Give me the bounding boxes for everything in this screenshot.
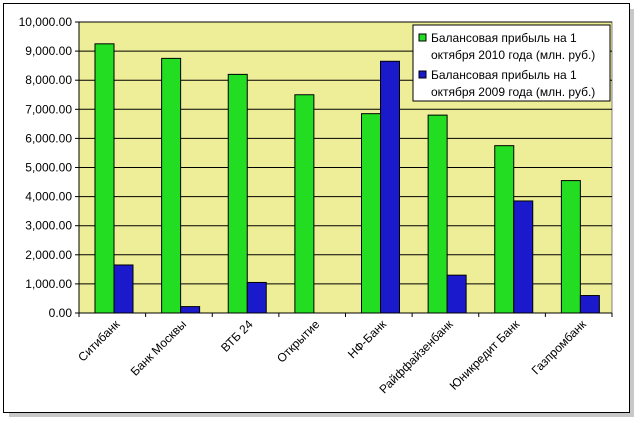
x-category-label: Юникредит Банк (447, 317, 523, 393)
y-tick-label: 0.00 (49, 306, 73, 320)
chart-frame: 0.00 1,000.00 2,000.00 3,000.00 4,000.00 5,00… (3, 3, 630, 413)
x-category-label: Банк Москвы (128, 317, 189, 378)
legend-box (412, 24, 611, 102)
legend-swatch (418, 33, 427, 42)
x-category-label: ВТБ 24 (218, 317, 256, 355)
x-category-label: Райффайзенбанк (376, 317, 456, 397)
y-tick-label: 9,000.00 (25, 44, 72, 58)
legend-label: октября 2010 года (млн. руб.) (431, 48, 595, 62)
bar-2010 (560, 180, 581, 314)
bar-2010 (427, 114, 448, 314)
bar-2010 (361, 113, 381, 314)
bar-2010 (161, 57, 182, 314)
legend-label: Балансовая прибыль на 1 (431, 31, 577, 45)
y-tick-label: 5,000.00 (25, 161, 72, 175)
x-category-label: НФ-Банк (345, 317, 390, 362)
y-tick-label: 3,000.00 (25, 219, 72, 233)
bar-2010 (94, 43, 115, 314)
bar-2009 (513, 200, 534, 314)
y-tick-label: 7,000.00 (25, 102, 72, 116)
bar-2010 (294, 94, 315, 314)
legend-swatch (418, 70, 427, 79)
y-tick-label: 2,000.00 (25, 248, 72, 262)
bar-chart: 0.00 1,000.00 2,000.00 3,000.00 4,000.00 5,00… (19, 15, 613, 397)
bar-2009 (246, 281, 267, 314)
bar-2010 (494, 145, 515, 314)
y-tick-label: 10,000.00 (19, 15, 73, 29)
bar-2009 (380, 60, 400, 314)
bar-2009 (180, 306, 201, 314)
bar-2010 (227, 73, 248, 314)
x-category-label: Газпромбанк (529, 317, 590, 378)
bar-2009 (113, 264, 134, 314)
y-tick-label: 4,000.00 (25, 190, 72, 204)
legend-label: октября 2009 года (млн. руб.) (431, 85, 595, 99)
legend-label: Балансовая прибыль на 1 (431, 68, 577, 82)
bar-2009 (446, 274, 467, 314)
x-category-label: Ситибанк (75, 317, 123, 365)
x-category-label: Открытие (274, 317, 322, 365)
y-tick-label: 8,000.00 (25, 73, 72, 87)
y-tick-label: 6,000.00 (25, 131, 72, 145)
bar-2009 (579, 295, 600, 314)
y-tick-label: 1,000.00 (25, 277, 72, 291)
